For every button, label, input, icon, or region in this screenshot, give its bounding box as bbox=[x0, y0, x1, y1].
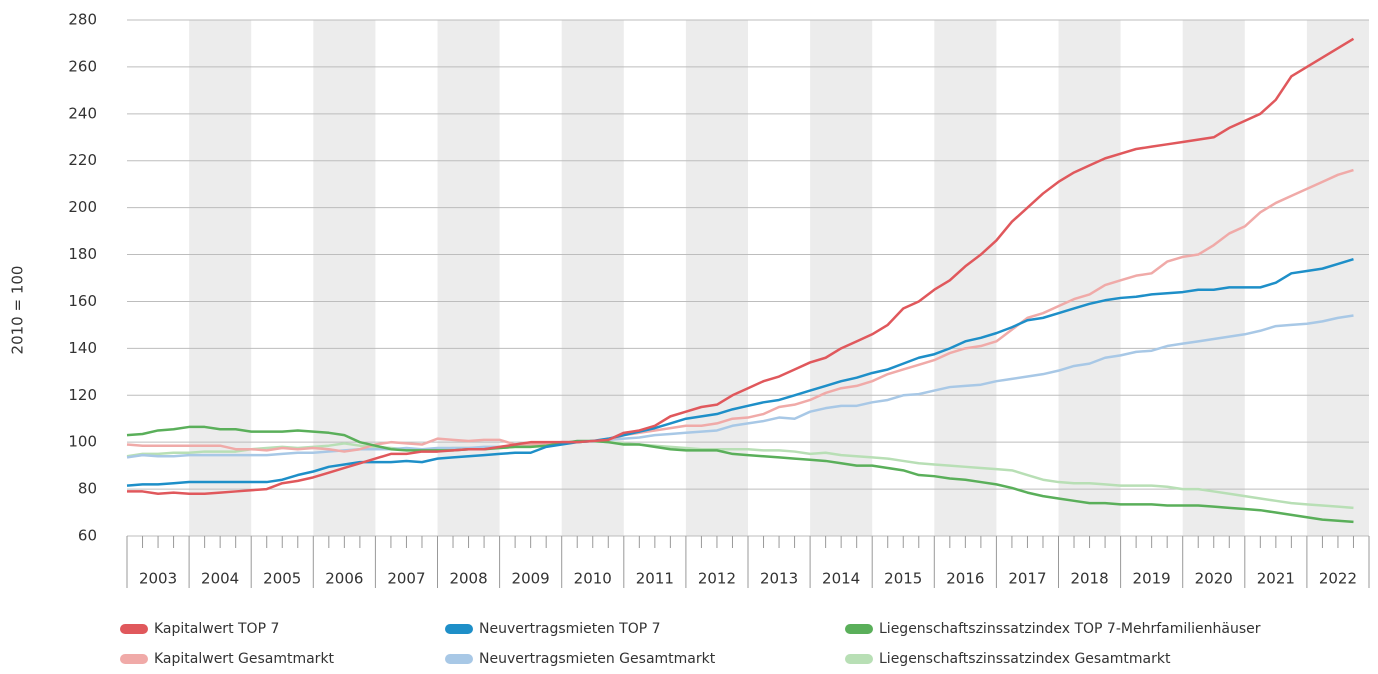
y-tick-label: 100 bbox=[68, 433, 97, 451]
x-tick-label: 2004 bbox=[201, 570, 239, 588]
x-tick-label: 2008 bbox=[449, 570, 487, 588]
legend-swatch bbox=[445, 654, 473, 664]
legend-swatch bbox=[845, 654, 873, 664]
legend: Kapitalwert TOP 7 Kapitalwert Gesamtmarkt… bbox=[120, 621, 1261, 667]
year-band bbox=[685, 20, 748, 536]
legend-label: Kapitalwert Gesamtmarkt bbox=[154, 651, 335, 667]
x-tick-label: 2015 bbox=[884, 570, 922, 588]
y-tick-label: 60 bbox=[78, 527, 97, 545]
lines bbox=[126, 37, 1355, 524]
y-tick-label: 160 bbox=[68, 292, 97, 310]
y-tick-label: 260 bbox=[68, 57, 97, 75]
legend-swatch bbox=[120, 624, 148, 634]
y-tick-label: 200 bbox=[68, 198, 97, 216]
legend-label: Neuvertragsmieten Gesamtmarkt bbox=[479, 651, 716, 667]
x-tick-label: 2019 bbox=[1133, 570, 1171, 588]
year-band bbox=[1182, 20, 1245, 536]
legend-label: Neuvertragsmieten TOP 7 bbox=[479, 621, 661, 637]
x-tick-label: 2014 bbox=[822, 570, 860, 588]
legend-label: Kapitalwert TOP 7 bbox=[154, 621, 279, 637]
y-tick-label: 220 bbox=[68, 151, 97, 169]
legend-swatch bbox=[445, 624, 473, 634]
year-band bbox=[313, 20, 376, 536]
y-tick-label: 240 bbox=[68, 104, 97, 122]
series-line bbox=[126, 314, 1354, 459]
x-tick-label: 2012 bbox=[698, 570, 736, 588]
x-tick-label: 2005 bbox=[263, 570, 301, 588]
x-tick-label: 2010 bbox=[574, 570, 612, 588]
y-axis-label: 2010 = 100 bbox=[9, 266, 27, 355]
series-line bbox=[126, 258, 1354, 487]
series-line bbox=[126, 425, 1354, 524]
x-tick-label: 2020 bbox=[1195, 570, 1233, 588]
grid: 60 80 100 120 140 160 180 200 220 240 260 280 bbox=[68, 11, 1369, 545]
x-tick-label: 2007 bbox=[387, 570, 425, 588]
x-tick-label: 2018 bbox=[1070, 570, 1108, 588]
x-tick-label: 2011 bbox=[636, 570, 674, 588]
year-band bbox=[1058, 20, 1121, 536]
x-tick-label: 2013 bbox=[760, 570, 798, 588]
year-band bbox=[561, 20, 624, 536]
x-axis: 2003 2004 2005 2006 2007 2008 2009 2010 2011 2012… bbox=[126, 536, 1370, 588]
x-tick-label: 2017 bbox=[1008, 570, 1046, 588]
y-tick-label: 120 bbox=[68, 386, 97, 404]
series-line bbox=[127, 37, 1355, 496]
x-tick-label: 2009 bbox=[512, 570, 550, 588]
legend-swatch bbox=[845, 624, 873, 634]
y-tick-label: 80 bbox=[78, 480, 97, 498]
year-band bbox=[934, 20, 997, 536]
x-tick-label: 2003 bbox=[139, 570, 177, 588]
x-tick-label: 2021 bbox=[1257, 570, 1295, 588]
x-tick-label: 2006 bbox=[325, 570, 363, 588]
legend-swatch bbox=[120, 654, 148, 664]
year-band bbox=[189, 20, 252, 536]
series-line bbox=[126, 168, 1354, 453]
legend-label: Liegenschaftszinssatzindex Gesamtmarkt bbox=[879, 651, 1171, 667]
series-line bbox=[126, 439, 1354, 510]
y-tick-label: 140 bbox=[68, 339, 97, 357]
x-tick-label: 2016 bbox=[946, 570, 984, 588]
y-tick-label: 180 bbox=[68, 245, 97, 263]
legend-label: Liegenschaftszinssatzindex TOP 7-Mehrfam… bbox=[879, 621, 1261, 637]
year-band bbox=[1306, 20, 1369, 536]
x-tick-label: 2022 bbox=[1319, 570, 1357, 588]
year-band bbox=[810, 20, 873, 536]
y-tick-label: 280 bbox=[68, 11, 97, 29]
